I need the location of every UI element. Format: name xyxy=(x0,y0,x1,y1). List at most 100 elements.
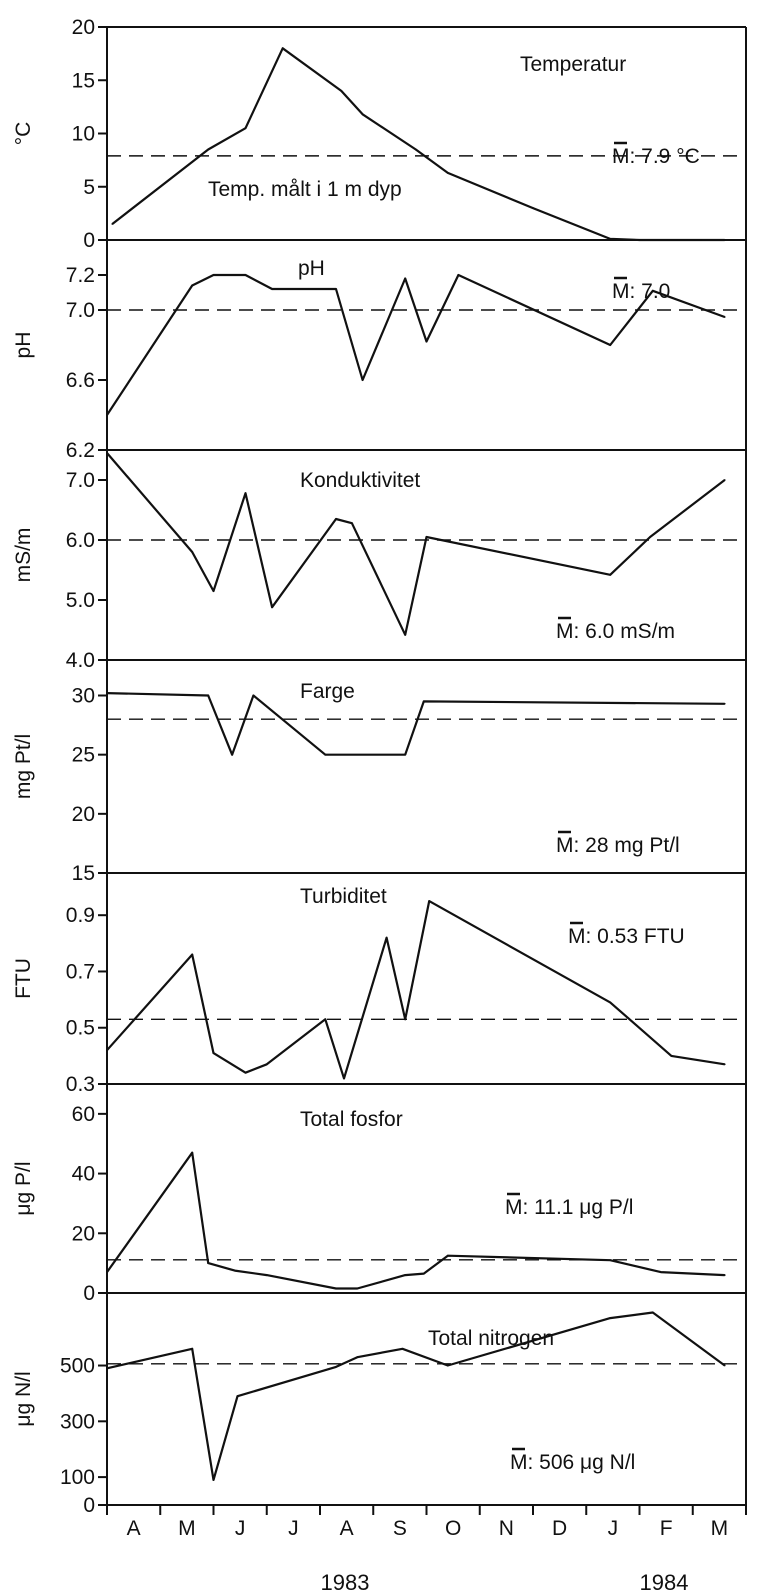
data-point xyxy=(271,606,273,609)
panel-title: Total fosfor xyxy=(300,1108,403,1131)
data-point xyxy=(265,1063,268,1066)
y-tick-label: 20 xyxy=(72,16,95,39)
y-axis-label: pH xyxy=(12,332,35,359)
data-point xyxy=(335,1366,337,1368)
data-point xyxy=(244,274,247,276)
y-tick-label: 0.5 xyxy=(66,1017,95,1040)
y-tick-label: 300 xyxy=(60,1410,95,1433)
data-point xyxy=(651,289,654,292)
y-tick-label: 0.9 xyxy=(66,904,95,927)
panel-title: Farge xyxy=(300,680,355,703)
y-tick-label: 7.2 xyxy=(66,264,95,287)
y-tick-label: 6.0 xyxy=(66,529,95,552)
y-axis-label: mg Pt/l xyxy=(12,734,35,799)
data-point xyxy=(425,536,428,538)
data-point xyxy=(651,1311,654,1314)
data-point xyxy=(609,1317,612,1320)
panel-5: 0.3 0.5 0.7 0.9 FTU Turbiditet M: 0.53 FTU xyxy=(12,873,747,1096)
panel-title: pH xyxy=(298,257,325,280)
data-point xyxy=(212,590,215,592)
y-tick-label: 0 xyxy=(83,1494,95,1517)
data-point xyxy=(404,633,407,636)
data-point xyxy=(233,1269,236,1272)
y-tick-label: 5 xyxy=(83,176,95,199)
data-series xyxy=(106,1151,725,1290)
data-point xyxy=(191,551,194,553)
y-tick-label: 40 xyxy=(72,1163,95,1186)
data-point xyxy=(428,900,431,903)
data-point xyxy=(401,1347,404,1350)
data-point xyxy=(212,1052,215,1054)
data-point xyxy=(404,753,407,756)
data-point xyxy=(649,536,652,538)
data-point xyxy=(609,344,612,346)
y-tick-label: 6.6 xyxy=(66,369,95,392)
data-point xyxy=(404,1274,407,1276)
y-tick-label: 500 xyxy=(60,1355,95,1378)
data-point xyxy=(191,1347,194,1350)
month-label: S xyxy=(393,1517,407,1540)
panel-3: 4.0 5.0 6.0 7.0 mS/m Konduktivitet M: 6.0 mS/m xyxy=(12,450,747,672)
month-label: D xyxy=(552,1517,567,1540)
data-point xyxy=(335,1287,337,1290)
data-point xyxy=(723,479,726,481)
y-tick-label: 4.0 xyxy=(66,649,95,672)
data-point xyxy=(340,90,343,92)
data-point xyxy=(638,239,641,241)
data-point xyxy=(212,274,215,276)
year-label-1983: 1983 xyxy=(321,1570,370,1595)
y-tick-label: 5.0 xyxy=(66,589,95,612)
data-point xyxy=(699,239,702,241)
data-point xyxy=(723,239,726,241)
data-point xyxy=(723,702,726,705)
y-tick-label: 25 xyxy=(72,744,95,767)
mean-label: M: 7.0 xyxy=(612,280,670,303)
data-point xyxy=(191,1151,194,1154)
data-point xyxy=(457,274,460,276)
data-point xyxy=(723,1364,726,1367)
y-tick-label: 0 xyxy=(83,229,95,252)
month-label: J xyxy=(235,1517,246,1540)
data-point xyxy=(281,47,284,50)
data-point xyxy=(106,1049,108,1052)
y-tick-label: 100 xyxy=(60,1466,95,1489)
panel-2: 6.2 6.6 7.0 7.2 pH pH M: 7.0 xyxy=(12,240,747,462)
data-point xyxy=(207,1262,210,1265)
data-point xyxy=(191,953,194,956)
data-point xyxy=(244,1071,247,1074)
y-axis-label: FTU xyxy=(12,958,35,999)
data-point xyxy=(723,1063,726,1066)
panel-title: Temperatur xyxy=(520,53,626,76)
data-point xyxy=(659,1271,662,1273)
y-tick-label: 0.3 xyxy=(66,1073,95,1096)
data-point xyxy=(244,127,247,130)
data-point xyxy=(532,207,534,209)
panel-title: Total nitrogen xyxy=(428,1327,554,1350)
y-tick-label: 15 xyxy=(72,69,95,92)
y-tick-label: 0.7 xyxy=(66,960,95,983)
data-point xyxy=(422,700,425,703)
data-point xyxy=(670,1054,673,1057)
data-point xyxy=(356,1356,359,1359)
month-label: O xyxy=(445,1517,461,1540)
y-tick-label: 7.0 xyxy=(66,469,95,492)
data-point xyxy=(609,1001,612,1004)
y-axis-label: μg N/l xyxy=(12,1371,35,1426)
data-series xyxy=(106,452,726,636)
panel-annotation: Temp. målt i 1 m dyp xyxy=(208,178,402,201)
data-point xyxy=(207,694,210,697)
mean-label: M: 7.9 °C xyxy=(612,145,700,168)
y-tick-label: 10 xyxy=(72,123,95,146)
data-point xyxy=(111,223,114,225)
year-label-1984: 1984 xyxy=(640,1570,689,1595)
data-point xyxy=(385,936,388,939)
month-label: M xyxy=(178,1517,196,1540)
month-label: F xyxy=(660,1517,673,1540)
month-label: N xyxy=(499,1517,514,1540)
data-point xyxy=(335,518,337,520)
data-point xyxy=(324,1018,327,1021)
mean-label: M: 506 μg N/l xyxy=(510,1451,635,1474)
panel-6: 0 20 40 60 μg P/l Total fosfor M: 11.1 μg P/l xyxy=(12,1084,747,1305)
panel-title: Turbiditet xyxy=(300,885,387,908)
